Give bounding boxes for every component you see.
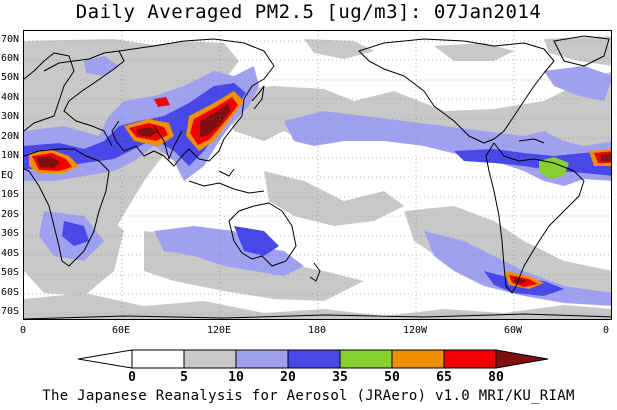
lon-label: 120W <box>402 325 428 336</box>
lat-label: 20N <box>1 131 20 142</box>
coast-indonesia <box>188 168 265 194</box>
colorbar-label: 20 <box>280 370 296 385</box>
lon-label: 60W <box>503 325 523 336</box>
lon-label: 0 <box>19 325 27 336</box>
map-title: Daily Averaged PM2.5 [ug/m3]: 07Jan2014 <box>75 1 542 23</box>
coastlines <box>24 35 611 319</box>
lat-label: 40S <box>1 248 20 259</box>
graticule <box>24 31 611 319</box>
lat-label: 50S <box>1 267 20 278</box>
pm25-field <box>24 36 611 319</box>
colorbar-segment <box>235 349 289 369</box>
coast-asia <box>111 38 275 167</box>
colorbar-label: 50 <box>384 370 400 385</box>
colorbar-label: 10 <box>228 370 244 385</box>
lat-label: EQ <box>1 170 14 181</box>
colorbar-segment <box>77 349 133 369</box>
lat-label: 70S <box>1 306 20 317</box>
colorbar-segment <box>183 349 237 369</box>
coast-africa <box>24 52 110 267</box>
colorbar-label: 35 <box>332 370 348 385</box>
lat-label: 60S <box>1 287 20 298</box>
coast-japan <box>251 85 265 110</box>
colorbar-label: 80 <box>488 370 504 385</box>
lon-label: 0 <box>602 325 610 336</box>
lat-label: 20S <box>1 209 20 220</box>
coast-india <box>153 125 183 160</box>
lon-label: 60E <box>111 325 131 336</box>
coast-newzealand <box>309 262 321 282</box>
colorbar-svg <box>77 349 549 369</box>
lat-label: 50N <box>1 72 20 83</box>
lon-label: 180 <box>307 325 327 336</box>
coast-australia <box>228 202 297 267</box>
colorbar-segment <box>287 349 341 369</box>
lat-label: 70N <box>1 34 20 45</box>
lat-label: 10S <box>1 189 20 200</box>
colorbar <box>77 348 549 370</box>
lat-label: 60N <box>1 53 20 64</box>
lon-label: 120E <box>206 325 232 336</box>
coast-antarctica <box>24 313 611 319</box>
pm25-map <box>23 30 612 320</box>
coast-europe <box>43 50 125 147</box>
colorbar-label: 5 <box>180 370 188 385</box>
lat-label: 30S <box>1 228 20 239</box>
pm25-map-svg <box>24 31 611 319</box>
coast-south-america <box>485 142 585 294</box>
colorbar-label: 65 <box>436 370 452 385</box>
lat-label: 10N <box>1 150 20 161</box>
footer-credit: The Japanese Reanalysis for Aerosol (JRA… <box>42 388 575 404</box>
colorbar-segment <box>495 349 549 369</box>
lat-label: 30N <box>1 111 20 122</box>
coast-north-america <box>358 38 555 144</box>
colorbar-segment <box>391 349 445 369</box>
colorbar-label: 0 <box>128 370 136 385</box>
coast-greenland <box>553 35 610 67</box>
colorbar-segment <box>443 349 497 369</box>
colorbar-segment <box>131 349 185 369</box>
colorbar-segment <box>339 349 393 369</box>
coast-caribbean <box>518 138 545 144</box>
lat-label: 40N <box>1 92 20 103</box>
